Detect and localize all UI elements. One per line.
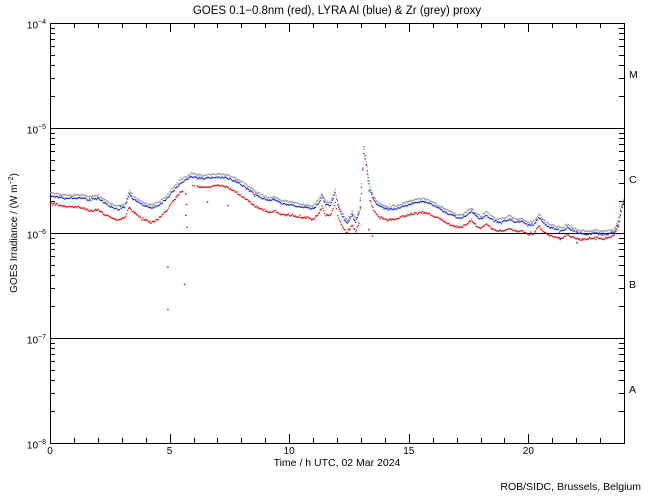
data-series [50,146,625,311]
x-tick-label-0: 0 [47,446,53,457]
series-goes-0-1-0-8nm [50,146,625,241]
attribution: ROB/SIDC, Brussels, Belgium [500,481,641,493]
x-axis-title: Time / h UTC, 02 Mar 2024 [273,457,401,469]
x-tick-label-20: 20 [522,446,534,457]
series-lyra-al-proxy [50,152,625,236]
plot-frame [50,23,625,444]
y-tick-label-1e-5: 10−5 [26,124,46,137]
flare-class-label-a: A [629,383,637,396]
x-tick-label-5: 5 [166,446,173,457]
chart-title: GOES 0.1−0.8nm (red), LYRA Al (blue) & Z… [192,5,482,17]
series-lyra-zr-proxy [50,149,625,233]
y-tick-label-1e-7: 10−7 [26,334,46,347]
x-tick-label-10: 10 [283,446,295,457]
stray-data-points [167,193,374,311]
flare-class-label-b: B [629,278,637,291]
x-tick-label-15: 15 [403,446,415,457]
y-tick-label-1e-6: 10−6 [26,229,46,242]
flare-class-label-m: M [629,68,638,81]
y-tick-label-1e-4: 10−4 [26,19,46,32]
y-tick-label-1e-8: 10−8 [26,439,46,452]
flare-class-label-c: C [629,173,637,186]
stray-data-points [559,238,578,244]
